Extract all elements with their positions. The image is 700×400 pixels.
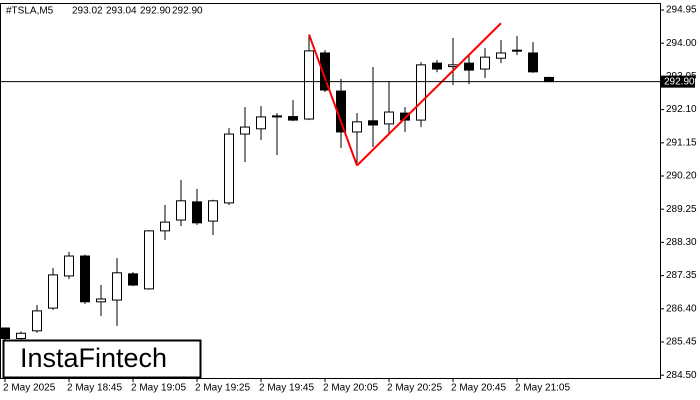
price-label-box [661, 75, 695, 88]
candle-body [304, 50, 314, 120]
candle-body [224, 133, 234, 204]
y-tick-label: 294.95 [666, 5, 697, 16]
x-tick-label: 2 May 2025 [3, 383, 56, 394]
candle-body [80, 255, 90, 303]
candle-body [32, 310, 42, 332]
price-label: 292.90 [664, 76, 695, 87]
candle-body [160, 221, 170, 232]
pattern-line [356, 22, 502, 167]
candle-body [544, 76, 554, 83]
candle-body [528, 52, 538, 73]
x-tick-label: 2 May 20:05 [323, 383, 378, 394]
candle-body [48, 274, 58, 309]
symbol: #TSLA,M5 [6, 6, 54, 17]
candle-body [288, 116, 298, 121]
y-tick-label: 287.35 [666, 270, 697, 281]
candle-body [496, 52, 506, 59]
candle-body [352, 121, 362, 133]
candle-body [512, 49, 522, 52]
logo: InstaFintech [20, 343, 167, 373]
candle-body [256, 116, 266, 130]
candle-body [112, 272, 122, 301]
ohlc-open: 293.02 [72, 6, 103, 17]
candle-body [464, 62, 474, 71]
y-tick-label: 284.50 [666, 370, 697, 381]
candle-body [208, 200, 218, 222]
candle-body [272, 115, 282, 118]
x-tick-label: 2 May 21:05 [515, 383, 570, 394]
candle-body [144, 230, 154, 290]
x-tick-label: 2 May 20:25 [387, 383, 442, 394]
x-tick-label: 2 May 19:45 [259, 383, 314, 394]
ohlc-close: 292.90 [172, 6, 203, 17]
ohlc-high: 293.04 [106, 6, 137, 17]
y-tick-label: 288.30 [666, 237, 697, 248]
candle-body [64, 255, 74, 277]
plot-frame [0, 3, 661, 379]
y-tick-label: 286.40 [666, 303, 697, 314]
y-tick-label: 289.25 [666, 204, 697, 215]
candle-body [16, 332, 26, 340]
candle-body [432, 62, 442, 70]
candle-body [96, 298, 106, 303]
candle-body [320, 52, 330, 91]
logo-box [2, 339, 202, 379]
candle-body [192, 201, 202, 224]
candle-body [176, 200, 186, 221]
x-tick-label: 2 May 18:45 [67, 383, 122, 394]
candle-body [128, 273, 138, 286]
y-tick-label: 290.20 [666, 171, 697, 182]
x-tick-label: 2 May 19:05 [131, 383, 186, 394]
y-tick-label: 294.00 [666, 38, 697, 49]
ohlc-low: 292.90 [140, 6, 171, 17]
y-tick-label: 285.45 [666, 337, 697, 348]
y-tick-label: 291.15 [666, 137, 697, 148]
pattern-line [308, 34, 358, 166]
candle-body [384, 111, 394, 125]
x-tick-label: 2 May 20:45 [451, 383, 506, 394]
candle-body [400, 112, 410, 121]
y-tick-label: 292.10 [666, 104, 697, 115]
x-tick-label: 2 May 19:25 [195, 383, 250, 394]
candle-body [240, 126, 250, 135]
candle-body [368, 120, 378, 126]
candle-body [416, 64, 426, 121]
candle-body [0, 327, 10, 340]
candle-body [480, 56, 490, 70]
